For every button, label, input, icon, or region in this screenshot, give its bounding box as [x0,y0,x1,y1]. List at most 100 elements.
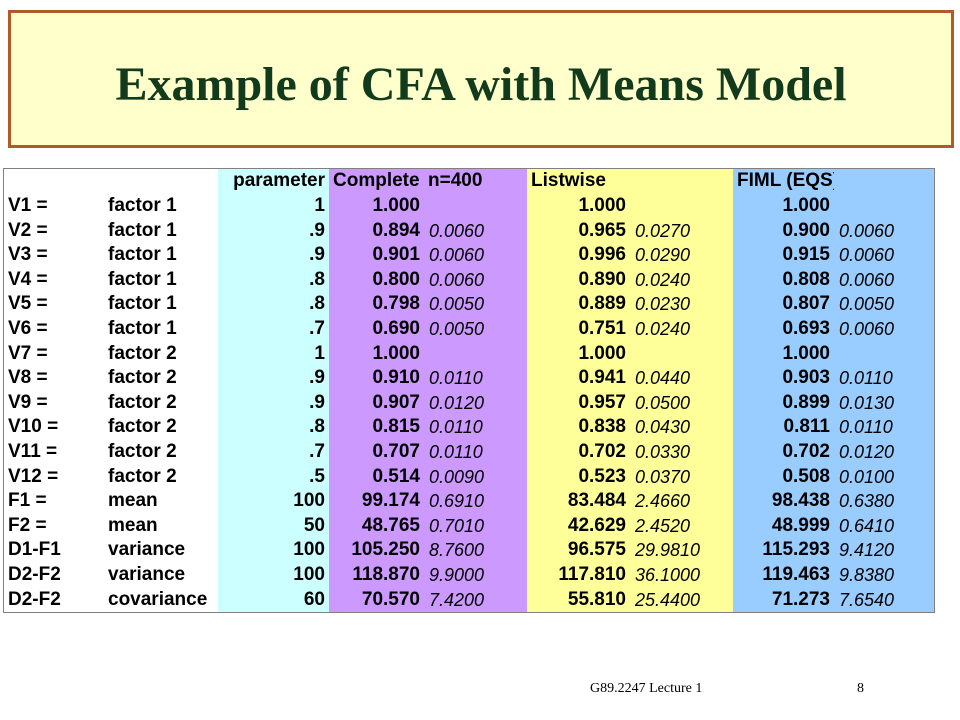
table-row: V9 = factor 2 .9 0.907 0.0120 0.957 0.0500 0.89… [4,390,934,416]
table-row: V3 = factor 1.9 0.901 0.0060 0.996 0.0290 0.91… [4,242,934,268]
fiml-estimate-cell: 0.915 [733,242,834,268]
fiml-se-cell: 9.4120 [834,538,934,563]
row-description-cell: factor 1 [108,219,177,241]
row-description-cell: factor 1 [108,268,177,290]
header-cell-label [4,169,104,194]
table-row: V11 = factor 2.7 0.707 0.0110 0.702 0.0330 0.7… [4,439,934,465]
row-description-cell: variance [108,539,186,561]
row-label-cell: V6 = [8,317,48,339]
complete-estimate-cell: 1.000 [329,193,424,219]
fiml-se-cell: 0.0050 [834,292,934,317]
row-description-cell: factor 2 [108,465,177,487]
complete-estimate-cell: 0.815 [329,415,424,440]
footer-course: G89.2247 Lecture 1 [590,681,703,696]
row-label-cell: V1 = [8,194,48,216]
listwise-se-cell: 0.0240 [630,316,733,342]
row-description-cell: covariance [108,588,208,610]
fiml-estimate-cell: 0.900 [733,218,834,243]
fiml-estimate-cell: 0.899 [733,390,834,416]
fiml-se-cell: 0.6410 [834,513,934,539]
row-label-cell: D1-F1 [8,539,61,561]
complete-se-cell: 9.9000 [424,562,527,588]
listwise-estimate-cell: 0.957 [527,390,630,416]
title-box: Example of CFA with Means Model [8,10,954,148]
row-description-cell: factor 2 [108,367,177,389]
fiml-se-cell: 0.0100 [834,464,934,489]
parameter-cell: .8 [218,267,329,293]
complete-se-cell: 0.0060 [424,267,527,293]
fiml-estimate-cell: 119.463 [733,562,834,588]
row-description-cell: mean [108,490,158,512]
listwise-estimate-cell: 0.838 [527,415,630,440]
listwise-se-cell: 0.0500 [630,390,733,416]
table-row: V2 = factor 1.9 0.894 0.0060 0.965 0.0270 0.90… [4,218,934,243]
complete-estimate-cell: 0.514 [329,464,424,489]
fiml-se-cell: 9.8380 [834,562,934,588]
fiml-estimate-cell: 115.293 [733,538,834,563]
row-description-cell: factor 1 [108,317,177,339]
listwise-se-cell: 2.4660 [630,488,733,514]
listwise-estimate-cell: 0.751 [527,316,630,342]
parameter-cell: .8 [218,415,329,440]
complete-se-cell: 0.0110 [424,439,527,465]
row-label-cell: D2-F2 [8,588,61,610]
listwise-estimate-cell: 0.996 [527,242,630,268]
listwise-se-cell: 2.4520 [630,513,733,539]
listwise-estimate-cell: 55.810 [527,587,630,612]
parameter-cell: .5 [218,464,329,489]
complete-estimate-cell: 0.690 [329,316,424,342]
complete-estimate-cell: 118.870 [329,562,424,588]
fiml-estimate-cell: 98.438 [733,488,834,514]
row-description-cell: factor 2 [108,342,177,364]
listwise-estimate-cell: 1.000 [527,341,630,366]
complete-estimate-cell: 1.000 [329,341,424,366]
complete-estimate-cell: 99.174 [329,488,424,514]
table-row: V7 = factor 2 1 1.000 1.000 1.000 [4,341,934,366]
listwise-estimate-cell: 1.000 [527,193,630,219]
fiml-se-cell: 0.0110 [834,365,934,391]
listwise-se-cell: 0.0370 [630,464,733,489]
complete-estimate-cell: 0.910 [329,365,424,391]
listwise-estimate-cell: 117.810 [527,562,630,588]
complete-estimate-cell: 0.707 [329,439,424,465]
table-row: D1-F1 variance 100 105.250 8.7600 96.575 29.98… [4,538,934,563]
fiml-se-cell: 0.0120 [834,439,934,465]
row-label-cell: V4 = [8,268,48,290]
complete-se-cell [424,193,527,219]
table-row: F2 = mean 50 48.765 0.7010 42.629 2.4520 48.999… [4,513,934,539]
row-label-cell: V7 = [8,342,48,364]
complete-se-cell: 0.7010 [424,513,527,539]
parameter-cell: .7 [218,439,329,465]
row-label-cell: V11 = [8,440,58,462]
slide-title: Example of CFA with Means Model [115,57,847,111]
table-row: F1 = mean 100 99.174 0.6910 83.484 2.4660 98.43… [4,488,934,514]
row-label-cell: V8 = [8,367,48,389]
complete-estimate-cell: 0.798 [329,292,424,317]
listwise-se-cell: 0.0240 [630,267,733,293]
fiml-se-cell [834,341,934,366]
header-cell-desc [104,169,218,194]
listwise-se-cell: 36.1000 [630,562,733,588]
fiml-se-cell: 0.0060 [834,267,934,293]
complete-se-cell: 7.4200 [424,587,527,612]
listwise-se-cell [630,341,733,366]
header-fiml: FIML (EQS) [733,169,834,194]
table-row: D2-F2 variance 100 118.870 9.9000 117.810 36.1… [4,562,934,588]
fiml-estimate-cell: 0.808 [733,267,834,293]
row-label-cell: V10 = [8,416,59,438]
fiml-se-cell: 0.0130 [834,390,934,416]
listwise-estimate-cell: 83.484 [527,488,630,514]
fiml-estimate-cell: 48.999 [733,513,834,539]
fiml-estimate-cell: 0.693 [733,316,834,342]
listwise-estimate-cell: 96.575 [527,538,630,563]
fiml-estimate-cell: 0.807 [733,292,834,317]
row-description-cell: factor 1 [108,244,177,266]
row-description-cell: factor 2 [108,391,177,413]
complete-se-cell: 0.0060 [424,242,527,268]
row-description-cell: factor 1 [108,293,177,315]
listwise-se-cell: 0.0430 [630,415,733,440]
complete-se-cell: 0.6910 [424,488,527,514]
complete-se-cell: 8.7600 [424,538,527,563]
table-row: V12 = factor 2 .5 0.514 0.0090 0.523 0.0370 0.5… [4,464,934,489]
complete-estimate-cell: 0.907 [329,390,424,416]
